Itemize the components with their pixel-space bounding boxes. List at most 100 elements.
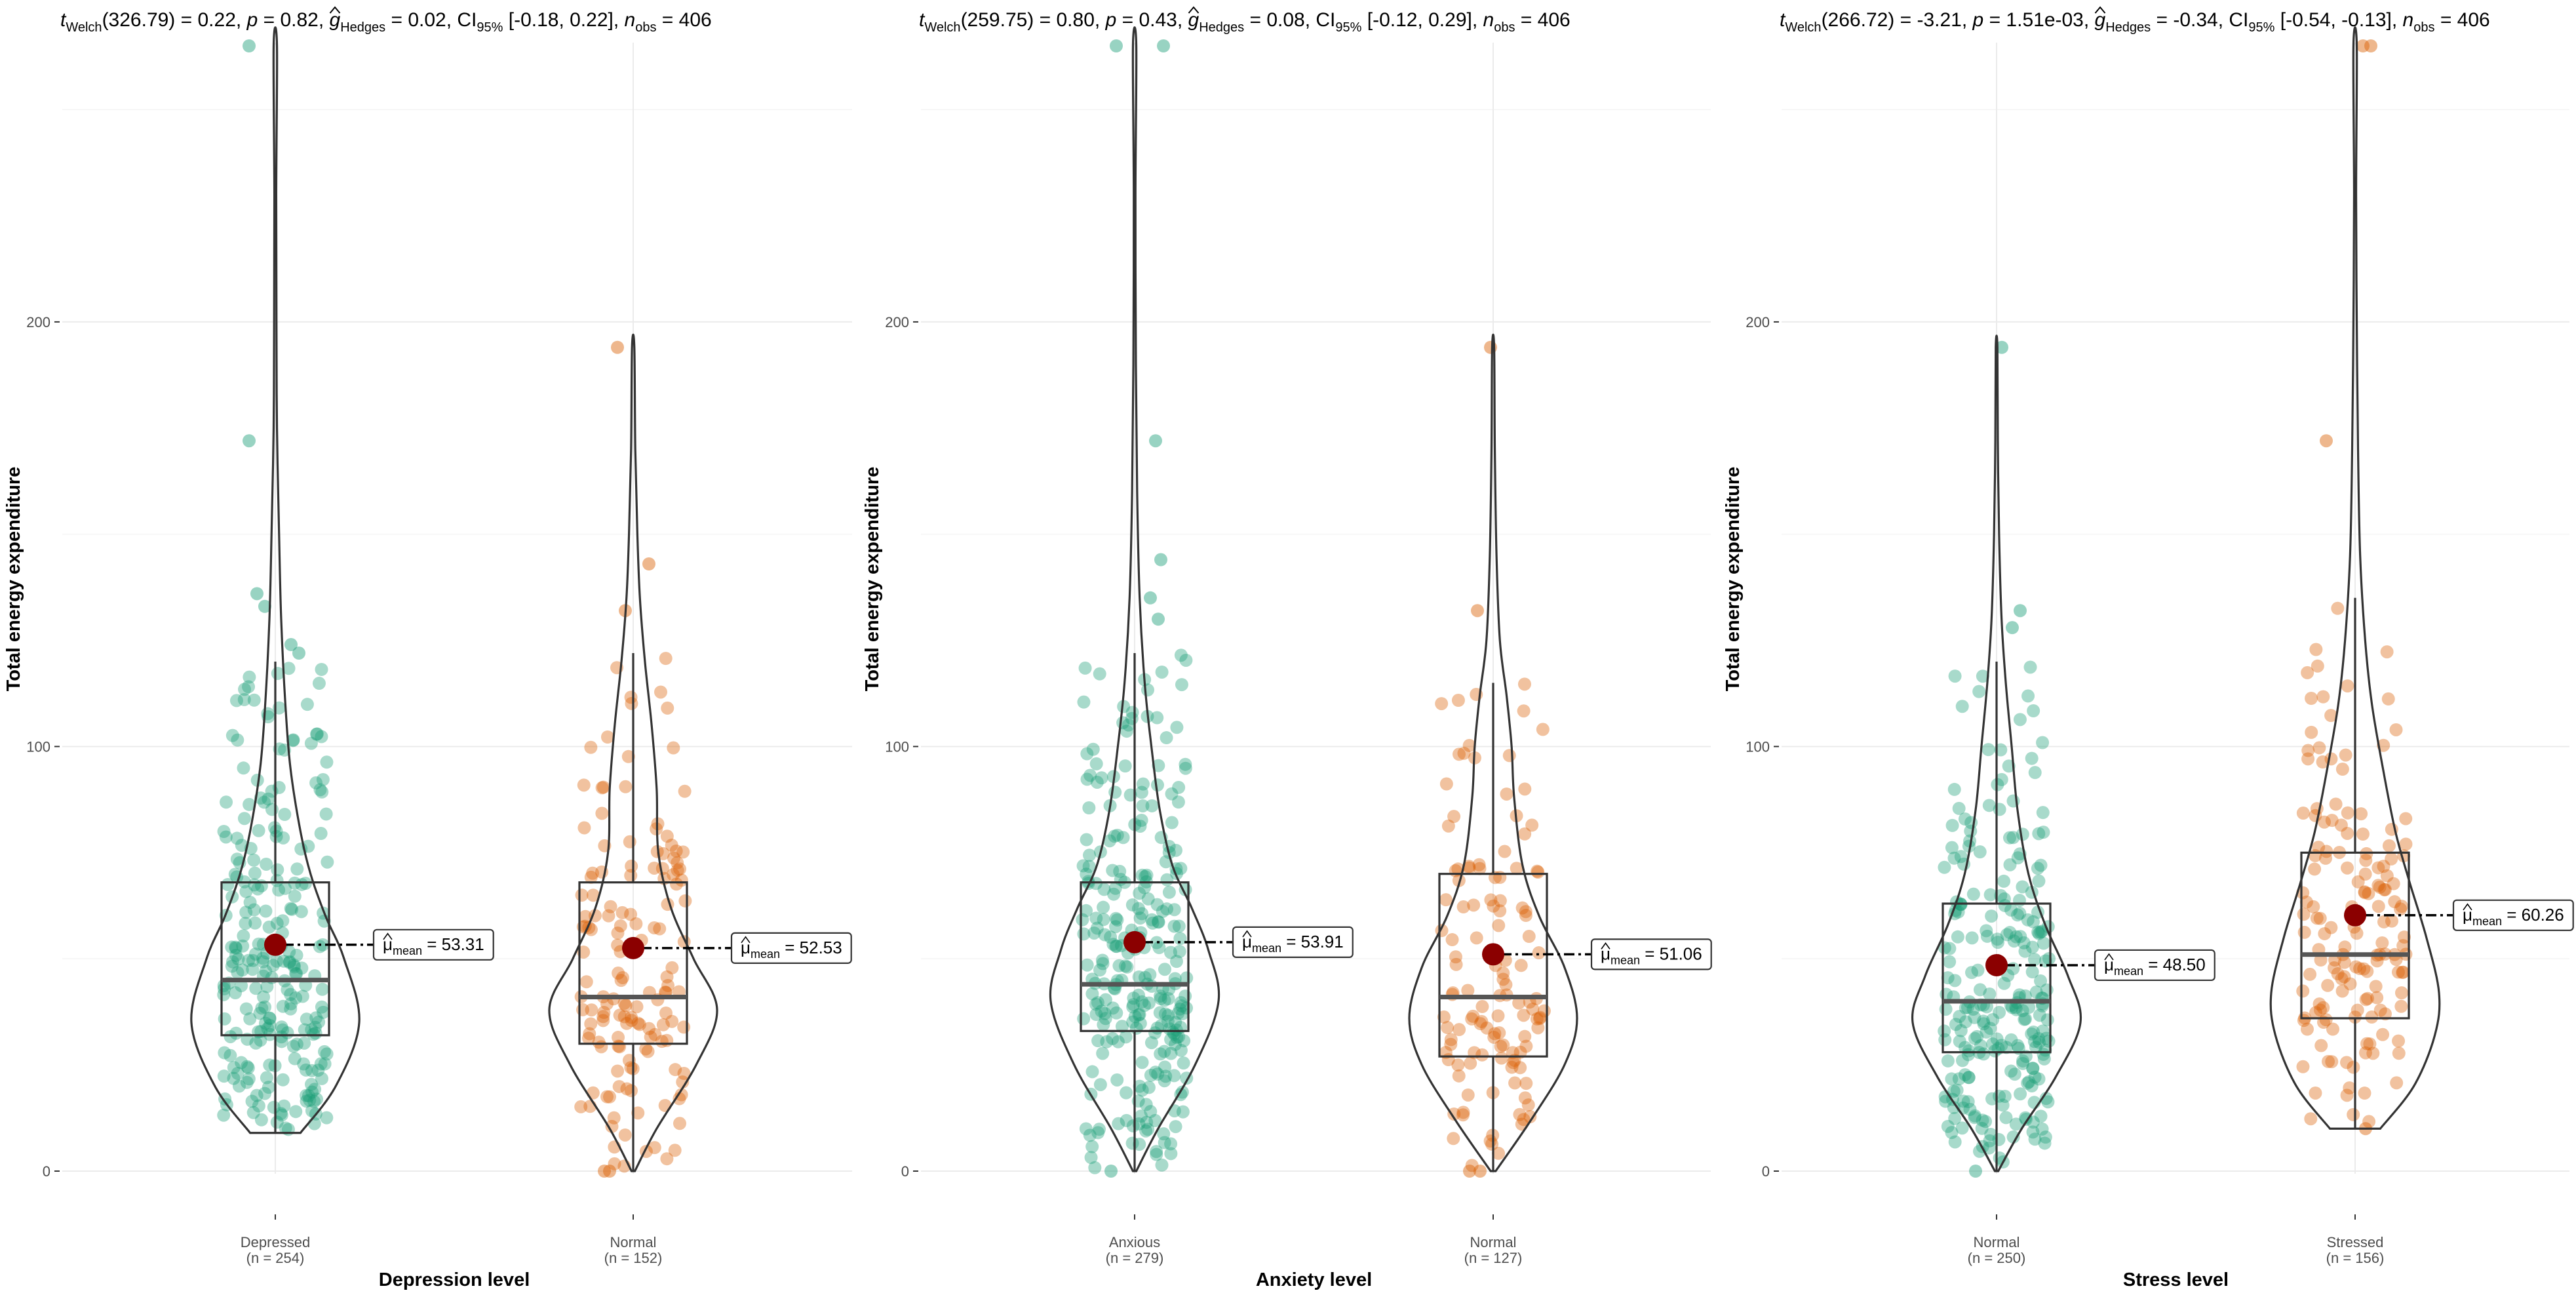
data-point (1133, 1008, 1146, 1022)
data-point (624, 908, 638, 921)
mean-label-value: = 51.06 (1640, 944, 1702, 963)
data-point (261, 707, 275, 721)
data-point (1979, 1115, 1993, 1128)
title-t: t (60, 9, 67, 31)
data-point (2310, 911, 2324, 925)
data-point (221, 878, 235, 892)
data-point (2014, 1087, 2027, 1101)
data-point (1165, 816, 1179, 829)
data-point (288, 889, 302, 903)
data-point (1162, 885, 1176, 899)
data-point (1090, 921, 1104, 935)
data-point (1156, 904, 1169, 918)
data-point (1108, 829, 1122, 843)
data-point (585, 1003, 598, 1017)
data-point (2021, 689, 2035, 703)
mean-label-text: μmean = 51.06 (1601, 944, 1702, 967)
data-point (290, 1037, 303, 1051)
data-point (2009, 1117, 2023, 1131)
data-point (2009, 930, 2023, 944)
data-point (1166, 1026, 1180, 1039)
data-point (1110, 1006, 1123, 1020)
data-point (1456, 1106, 1470, 1119)
data-point (674, 873, 688, 887)
title-g-value: = -0.34, CI (2151, 9, 2248, 31)
data-point (1095, 953, 1109, 967)
data-point (250, 1088, 263, 1102)
data-point (258, 1000, 272, 1014)
title-n: n (1483, 9, 1494, 31)
data-point (1462, 861, 1476, 875)
data-point (621, 749, 635, 763)
data-point (1998, 1089, 2012, 1103)
data-point (576, 1003, 590, 1016)
mean-label: μmean = 52.53 (730, 932, 852, 964)
data-point (1974, 1039, 1987, 1052)
data-point (290, 862, 304, 876)
data-point (1966, 887, 1980, 901)
data-point (246, 963, 260, 976)
data-point (2036, 806, 2050, 820)
data-point (603, 1090, 617, 1104)
data-point (624, 690, 638, 704)
y-tick-label: 100 (885, 738, 909, 755)
title-g-hat (329, 6, 341, 14)
data-point (285, 902, 299, 916)
data-point (256, 951, 270, 965)
data-point (2313, 997, 2326, 1011)
data-point (2005, 1001, 2019, 1014)
data-point (1164, 1047, 1178, 1060)
data-point (1991, 932, 2004, 946)
data-point (1086, 742, 1100, 756)
data-point (243, 797, 256, 811)
data-point (1097, 883, 1111, 896)
data-point (1135, 995, 1149, 1008)
group-normal: Normal(n = 127) μmean = 51.06 (1408, 333, 1712, 1266)
data-point (2025, 940, 2039, 954)
data-point (656, 1018, 670, 1031)
data-point (642, 1022, 656, 1035)
data-point (1143, 968, 1157, 982)
data-point (2324, 921, 2338, 934)
data-point (1099, 1012, 1112, 1026)
data-point (1161, 1008, 1175, 1022)
data-point (1947, 1085, 1961, 1098)
data-point (2339, 748, 2352, 762)
data-point (2324, 709, 2338, 723)
data-point (1153, 1006, 1167, 1020)
data-point (1083, 848, 1097, 862)
data-point (1142, 996, 1156, 1010)
data-point (1995, 340, 2008, 354)
mean-label-sub: mean (2114, 965, 2143, 978)
data-point (304, 736, 318, 750)
data-point (286, 733, 300, 747)
data-point (1164, 1147, 1178, 1161)
data-point (1499, 978, 1513, 991)
data-point (2370, 991, 2384, 1005)
data-point (1526, 1002, 1540, 1016)
data-point (1954, 1024, 1968, 1037)
group-normal: Normal(n = 152) μmean = 52.53 (548, 333, 852, 1266)
data-point (2392, 1034, 2406, 1048)
data-point (249, 1036, 263, 1050)
data-point (295, 877, 309, 891)
data-point (248, 866, 262, 880)
data-point (2314, 1039, 2328, 1052)
title-ci-sub: 95% (477, 20, 503, 35)
data-point (1150, 936, 1163, 949)
data-point (2340, 1056, 2354, 1069)
data-point (241, 1061, 255, 1075)
mean-label-value: = 53.31 (422, 934, 484, 954)
data-point (2370, 954, 2384, 968)
title-t-sub: Welch (1785, 20, 1821, 35)
title-p: p (246, 9, 258, 31)
data-point (267, 1100, 281, 1114)
data-point (309, 1026, 322, 1040)
data-point (1144, 591, 1157, 605)
data-point (1515, 901, 1529, 915)
title-t-value: (326.79) = 0.22, (102, 9, 247, 31)
data-point (310, 727, 324, 741)
data-point (612, 967, 625, 980)
data-point (2012, 988, 2026, 1002)
data-point (1475, 1014, 1489, 1028)
